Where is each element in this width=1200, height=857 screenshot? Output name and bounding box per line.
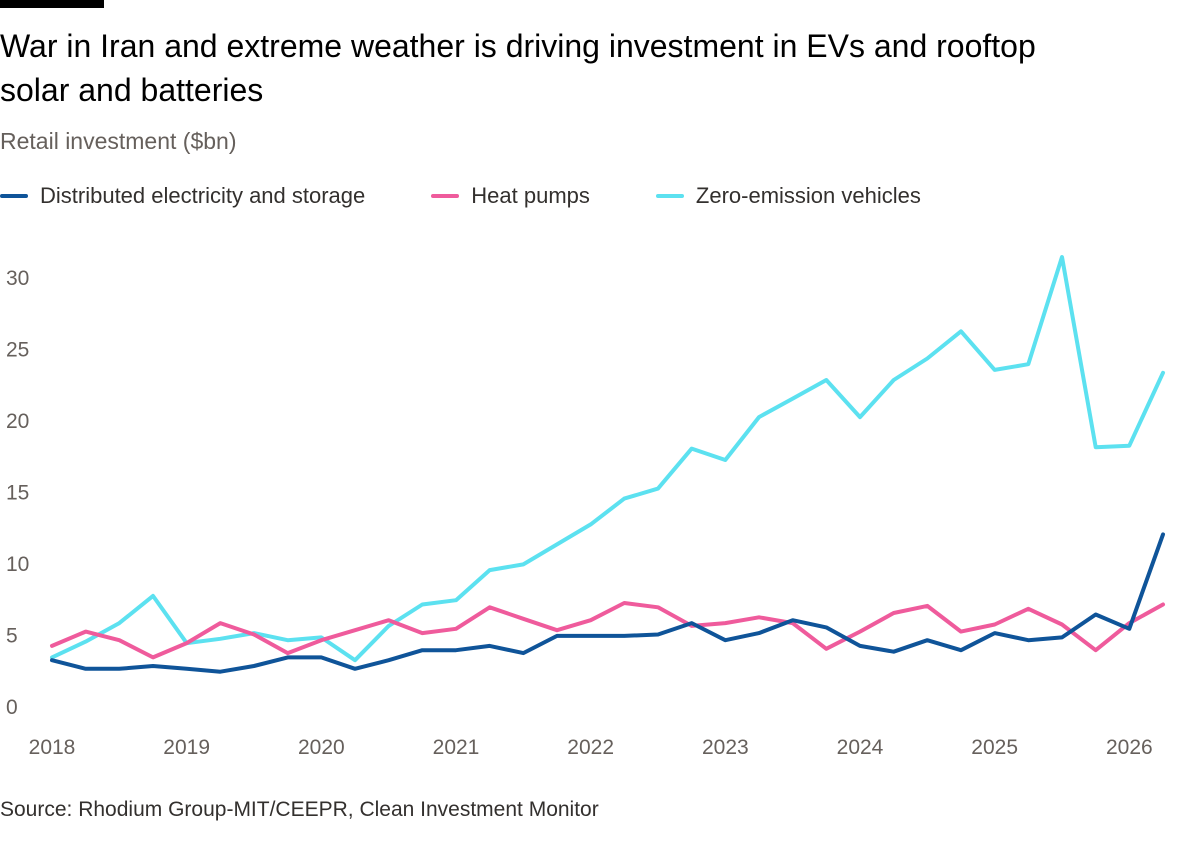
- legend-swatch-distributed: [0, 194, 28, 198]
- legend-label-heat-pumps: Heat pumps: [471, 183, 590, 208]
- x-tick-label: 2023: [702, 736, 749, 759]
- x-tick-label: 2024: [837, 736, 884, 759]
- legend: Distributed electricity and storage Heat…: [0, 180, 987, 212]
- x-tick-label: 2025: [971, 736, 1018, 759]
- x-tick-label: 2022: [567, 736, 614, 759]
- series-line-heat-pumps: [50, 601, 1165, 660]
- legend-item-heat-pumps: Heat pumps: [431, 183, 590, 209]
- legend-swatch-zev: [655, 194, 684, 198]
- x-axis-ticks: 2018 2019 2020 2021 2022 2023 2024 2025 2026: [29, 736, 1153, 759]
- y-tick-label: 5: [6, 625, 18, 648]
- legend-item-zev: Zero-emission vehicles: [655, 183, 921, 209]
- legend-item-distributed: Distributed electricity and storage: [0, 183, 365, 209]
- legend-swatch-heat-pumps: [431, 194, 460, 198]
- legend-label-distributed: Distributed electricity and storage: [40, 183, 366, 208]
- y-tick-label: 10: [6, 553, 29, 576]
- legend-label-zev: Zero-emission vehicles: [695, 183, 921, 208]
- x-tick-label: 2020: [298, 736, 345, 759]
- y-axis-ticks: 0 5 10 15 20 25 30: [6, 267, 29, 719]
- source-note: Source: Rhodium Group-MIT/CEEPR, Clean I…: [0, 798, 599, 821]
- x-tick-label: 2018: [29, 736, 76, 759]
- y-tick-label: 25: [6, 339, 29, 362]
- x-tick-label: 2026: [1106, 736, 1153, 759]
- series-line-distributed: [50, 532, 1165, 674]
- chart-title: War in Iran and extreme weather is drivi…: [0, 28, 1036, 108]
- y-axis-label: Retail investment ($bn): [0, 128, 237, 154]
- y-tick-label: 30: [6, 267, 29, 290]
- x-tick-label: 2021: [433, 736, 480, 759]
- y-tick-label: 0: [6, 696, 18, 719]
- series-line-zev: [50, 255, 1165, 663]
- y-tick-label: 15: [6, 482, 29, 505]
- x-tick-label: 2019: [163, 736, 210, 759]
- brand-bar: [0, 0, 104, 8]
- y-tick-label: 20: [6, 410, 29, 433]
- series-lines: [50, 255, 1165, 674]
